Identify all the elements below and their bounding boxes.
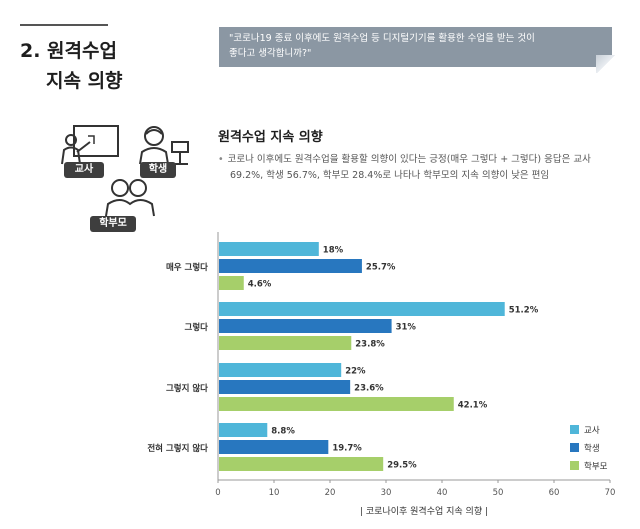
bar [219, 363, 342, 377]
data-label: 19.7% [332, 444, 362, 454]
data-label: 8.8% [271, 427, 295, 437]
data-label: 25.7% [366, 263, 396, 273]
chart-title: 원격수업 지속 의향 [218, 130, 323, 145]
data-label: 4.6% [248, 280, 272, 290]
bar [219, 259, 362, 273]
survey-question-line1: "코로나19 종료 이후에도 원격수업 등 디지털기기를 활용한 수업을 받는 … [229, 33, 535, 44]
data-label: 51.2% [509, 306, 539, 316]
x-tick-label: 70 [605, 488, 616, 498]
chart-description: • 코로나 이후에도 원격수업을 활용할 의향이 있다는 긍정(매우 그렇다 + … [218, 152, 623, 184]
legend-swatch [570, 443, 579, 452]
x-tick-label: 40 [437, 488, 448, 498]
x-tick-label: 0 [215, 488, 220, 498]
category-label: 매우 그렇다 [166, 262, 208, 273]
data-label: 18% [323, 246, 344, 256]
section-title-line2: 지속 의향 [46, 70, 123, 92]
category-label: 그렇다 [185, 322, 209, 333]
category-label: 그렇지 않다 [166, 383, 208, 394]
legend-swatch [570, 425, 579, 434]
parent-icon [105, 179, 155, 217]
bar [219, 380, 351, 394]
x-tick-label: 20 [325, 488, 336, 498]
legend-swatch [570, 461, 579, 470]
legend-label: 학생 [584, 443, 600, 454]
survey-question-line2: 좋다고 생각합니까?" [229, 48, 312, 59]
chart-description-text1: 코로나 이후에도 원격수업을 활용할 의향이 있다는 긍정(매우 그렇다 + 그… [227, 154, 591, 165]
x-tick-label: 60 [549, 488, 560, 498]
data-label: 31% [396, 323, 417, 333]
data-label: 42.1% [458, 401, 488, 411]
respondent-icons: 교사 학생 학부모 [60, 120, 200, 235]
title-rule [20, 24, 108, 26]
bar [219, 423, 268, 437]
section-title-line1: 2. 원격수업 [20, 40, 117, 62]
student-icon [139, 126, 189, 165]
legend-label: 학부모 [584, 461, 608, 472]
student-tag: 학생 [140, 162, 176, 178]
chart-description-line2: 69.2%, 학생 56.7%, 학부모 28.4%로 나타나 학부모의 지속 … [230, 170, 550, 181]
page-curl-icon [596, 55, 616, 73]
chart-caption: | 코로나이후 원격수업 지속 의향 | [360, 507, 489, 517]
data-label: 23.6% [354, 384, 384, 394]
bar [219, 397, 454, 411]
bar [219, 242, 319, 256]
data-label: 22% [345, 367, 366, 377]
bar [219, 319, 392, 333]
legend-label: 교사 [584, 426, 600, 436]
bar [219, 302, 505, 316]
bar [219, 276, 244, 290]
chart-description-line1: • 코로나 이후에도 원격수업을 활용할 의향이 있다는 긍정(매우 그렇다 + … [218, 152, 623, 168]
bar [219, 440, 329, 454]
category-label: 전혀 그렇지 않다 [147, 443, 208, 454]
teacher-icon [61, 125, 119, 165]
bar [219, 457, 384, 471]
survey-question-box: "코로나19 종료 이후에도 원격수업 등 디지털기기를 활용한 수업을 받는 … [219, 27, 616, 73]
section-title: 2. 원격수업 지속 의향 [20, 36, 123, 96]
parent-tag: 학부모 [90, 216, 136, 232]
teacher-tag: 교사 [64, 162, 104, 178]
data-label: 29.5% [387, 461, 417, 471]
bullet-icon: • [218, 154, 224, 165]
data-label: 23.8% [355, 340, 385, 350]
x-tick-label: 50 [493, 488, 504, 498]
bar [219, 336, 352, 350]
x-tick-label: 30 [381, 488, 392, 498]
x-tick-label: 10 [269, 488, 280, 498]
